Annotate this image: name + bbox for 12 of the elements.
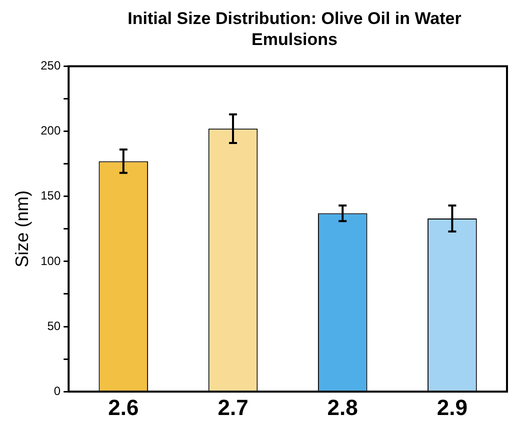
y-tick-label: 100	[40, 254, 61, 268]
chart-title: Initial Size Distribution: Olive Oil in Water Emulsions	[126, 8, 462, 50]
x-tick-label: 2.9	[436, 394, 468, 420]
y-axis-title: Size (nm)	[12, 190, 32, 268]
y-tick-label: 0	[54, 384, 61, 398]
x-tick-label: 2.8	[327, 394, 358, 420]
y-tick-label: 250	[40, 58, 61, 73]
y-tick-label: 50	[47, 318, 61, 333]
x-tick-label: 2.7	[218, 394, 248, 420]
y-tick-label: 150	[40, 188, 61, 203]
y-tick-label: 200	[40, 124, 61, 138]
x-tick-label: 2.6	[108, 394, 139, 420]
